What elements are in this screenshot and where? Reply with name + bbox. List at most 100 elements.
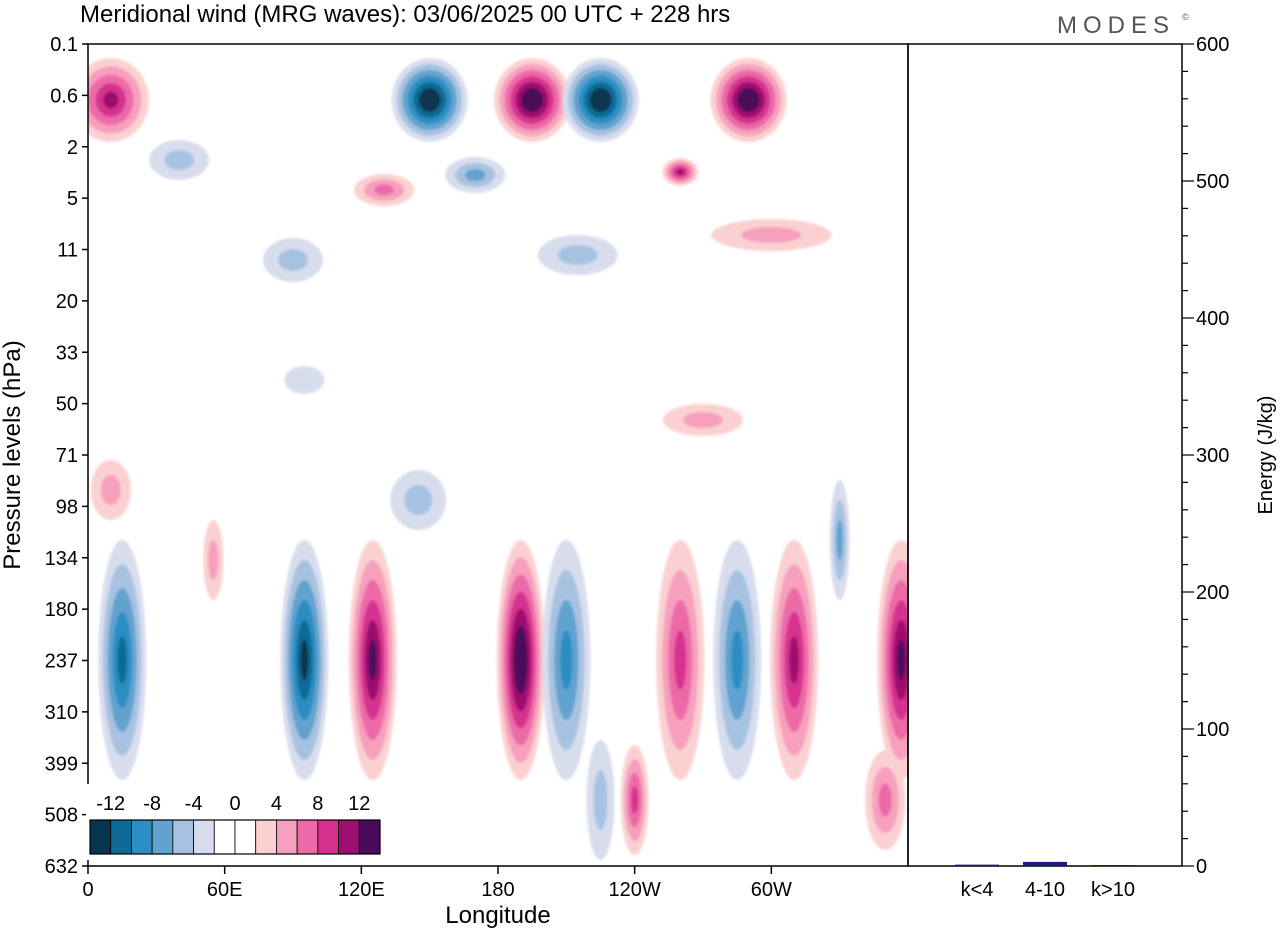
- y-tick-label: 632: [45, 856, 78, 878]
- contour-level: [100, 475, 121, 505]
- energy-category-label: k<4: [961, 879, 994, 901]
- colorbar-swatch: [151, 819, 174, 855]
- energy-category-label: 4-10: [1025, 879, 1065, 901]
- chart-title: Meridional wind (MRG waves): 03/06/2025 …: [80, 1, 730, 28]
- colorbar-swatch: [296, 819, 319, 855]
- contour-level: [595, 94, 606, 106]
- heatmap-feature: [586, 740, 615, 860]
- y-tick-label: 508: [45, 805, 78, 827]
- contour-level: [164, 150, 195, 170]
- contour-level: [897, 640, 906, 680]
- colorbar-label: 8: [312, 793, 323, 815]
- heatmap-feature: [391, 58, 468, 142]
- y-axis-label: Pressure levels (hPa): [0, 340, 26, 569]
- y-tick-label: 0.1: [50, 34, 78, 56]
- colorbar-swatch: [255, 819, 277, 855]
- contour-level: [593, 770, 608, 830]
- contour-level: [374, 184, 395, 196]
- colorbar-swatch: [213, 819, 236, 855]
- y-tick-label: 71: [56, 445, 78, 467]
- colorbar-swatch: [89, 819, 112, 855]
- x-tick-label: 0: [82, 879, 93, 901]
- colorbar-swatch: [358, 819, 381, 855]
- heatmap-feature: [390, 470, 447, 530]
- heatmap-feature: [445, 157, 506, 193]
- energy-tick-label: 600: [1196, 34, 1229, 56]
- energy-axis: 0 100 200 300 400 500 600: [1182, 34, 1229, 878]
- y-tick-label: 20: [56, 291, 78, 313]
- y-tick-label: 2: [67, 137, 78, 159]
- heatmap-feature: [88, 58, 149, 142]
- heatmap-feature: [348, 540, 397, 780]
- x-tick-label: 60W: [751, 879, 792, 901]
- heatmap-feature: [710, 58, 787, 142]
- contour-level: [789, 636, 799, 684]
- heatmap-feature: [662, 158, 699, 186]
- colorbar-swatch: [110, 819, 132, 855]
- contour-level: [517, 642, 525, 678]
- contour-level: [557, 245, 598, 265]
- heatmap-feature: [656, 540, 705, 780]
- colorbar-label: 12: [348, 793, 370, 815]
- x-tick-label: 60E: [207, 879, 243, 901]
- heatmap-feature: [663, 404, 743, 436]
- y-tick-label: 5: [67, 188, 78, 210]
- energy-bar: [955, 864, 999, 866]
- y-tick-label: 11: [57, 240, 78, 262]
- heatmap-feature: [865, 750, 906, 850]
- y-tick-label: 98: [56, 496, 78, 518]
- energy-bar: [1091, 865, 1135, 866]
- x-tick-label: 120E: [338, 879, 385, 901]
- contour-level: [676, 169, 684, 175]
- contour-level: [683, 412, 723, 428]
- y-tick-label: 180: [45, 599, 78, 621]
- heatmap-feature: [90, 460, 131, 520]
- energy-tick-label: 400: [1196, 308, 1229, 330]
- y-tick-label: 310: [45, 702, 78, 724]
- contour-level: [465, 169, 486, 181]
- heatmap-feature: [537, 235, 618, 275]
- x-axis-label: Longitude: [445, 902, 550, 929]
- heatmap-feature: [280, 540, 329, 780]
- colorbar-swatch: [172, 819, 194, 855]
- heatmap-feature: [263, 238, 323, 282]
- heatmap-feature: [98, 540, 147, 780]
- energy-axis-label: Energy (J/kg): [1255, 396, 1277, 515]
- contour-level: [117, 636, 127, 684]
- energy-panel-frame: [907, 43, 1183, 867]
- y-tick-label: 33: [56, 342, 78, 364]
- heatmap-feature: [494, 58, 571, 142]
- colorbar-swatch: [131, 819, 153, 855]
- energy-tick-label: 100: [1196, 719, 1229, 741]
- colorbar-label: 0: [229, 793, 240, 815]
- heatmap-feature: [149, 140, 210, 180]
- brand-logo: MODES: [1057, 12, 1175, 39]
- contour-level: [368, 640, 377, 680]
- x-axis: 0 60E 120E 180 120W 60W: [82, 866, 792, 901]
- colorbar-legend: -12 -8 -4 0 4 8 12: [86, 784, 384, 860]
- contour-level: [743, 94, 754, 106]
- heatmap-feature: [877, 540, 908, 780]
- contour-level: [631, 786, 639, 814]
- contour-level: [878, 783, 892, 817]
- colorbar-frame: [89, 819, 381, 855]
- heatmap-feature: [496, 540, 545, 780]
- colorbar-swatch: [276, 819, 298, 855]
- colorbar-swatch: [234, 819, 257, 855]
- heatmap-feature: [829, 480, 850, 600]
- y-tick-label: 50: [56, 394, 78, 416]
- y-tick-label: 399: [45, 753, 78, 775]
- contour-level: [526, 94, 538, 106]
- energy-tick-label: 300: [1196, 445, 1229, 467]
- colorbar-label: -12: [96, 793, 125, 815]
- heatmap-feature: [203, 520, 224, 600]
- contour-level: [674, 630, 687, 690]
- contour-level: [741, 227, 802, 243]
- heatmap-feature: [620, 745, 649, 855]
- contour-level: [731, 630, 744, 690]
- contour-level: [103, 91, 119, 109]
- colorbar-swatch: [193, 819, 215, 855]
- energy-category-label: k>10: [1091, 879, 1135, 901]
- contour-level: [836, 520, 844, 560]
